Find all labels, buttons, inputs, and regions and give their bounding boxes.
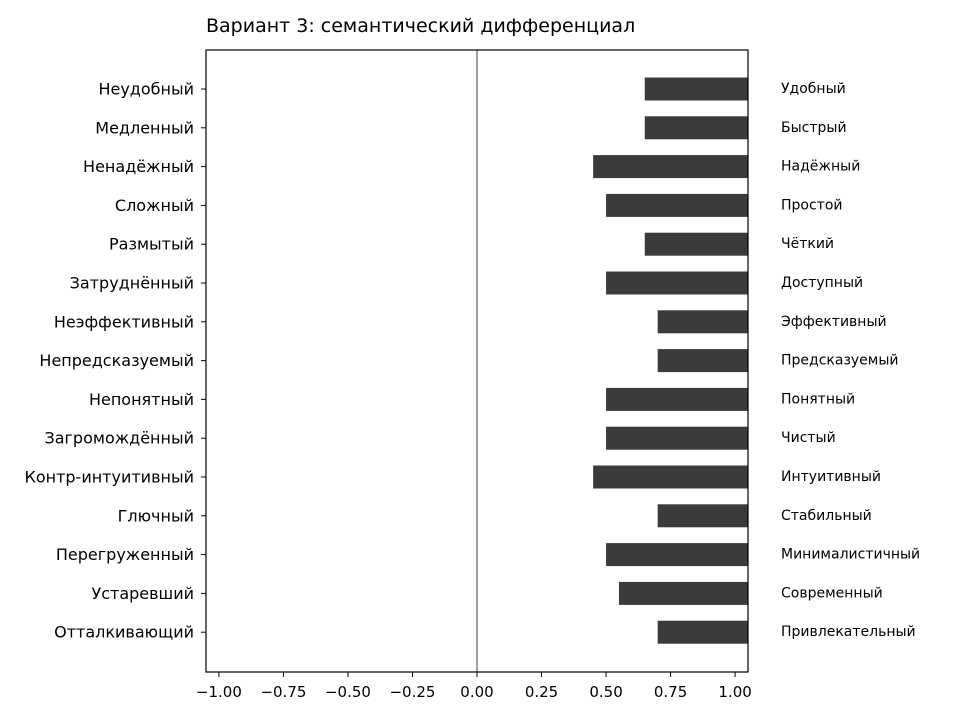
right-pole-label: Надёжный xyxy=(781,159,860,175)
right-pole-label: Понятный xyxy=(781,391,855,407)
bar xyxy=(657,349,748,373)
right-pole-label: Чистый xyxy=(781,430,836,446)
right-pole-label: Доступный xyxy=(781,275,863,291)
right-pole-label: Минималистичный xyxy=(781,547,920,563)
x-tick-label: −1.00 xyxy=(196,683,242,701)
left-pole-label: Перегруженный xyxy=(56,545,194,564)
right-pole-label: Эффективный xyxy=(781,314,887,330)
bar xyxy=(657,310,748,334)
left-pole-label: Устаревший xyxy=(91,584,194,603)
chart-title: Вариант 3: семантический дифференциал xyxy=(206,15,635,37)
x-tick-label: 0.75 xyxy=(654,683,687,701)
left-pole-label: Ненадёжный xyxy=(83,157,194,176)
bar xyxy=(606,193,748,217)
bar xyxy=(644,116,748,140)
left-pole-label: Непонятный xyxy=(89,390,194,409)
right-pole-label: Интуитивный xyxy=(781,469,881,485)
x-tick-label: −0.25 xyxy=(389,683,435,701)
right-pole-label: Удобный xyxy=(781,81,846,97)
x-tick-label: −0.75 xyxy=(260,683,306,701)
left-pole-label: Непредсказуемый xyxy=(39,351,194,370)
bar xyxy=(644,232,748,256)
left-pole-label: Сложный xyxy=(115,196,194,215)
bar xyxy=(657,620,748,644)
left-pole-label: Неудобный xyxy=(98,80,194,99)
x-tick-label: −0.50 xyxy=(325,683,371,701)
left-pole-label: Неэффективный xyxy=(54,312,194,331)
x-tick-label: 1.00 xyxy=(718,683,751,701)
x-tick-label: 0.50 xyxy=(589,683,622,701)
x-axis: −1.00 −0.75 −0.50 −0.25 0.00 0.25 0.50 0.75 1.00 xyxy=(196,49,752,701)
bar xyxy=(618,581,748,605)
bar xyxy=(644,77,748,101)
bar xyxy=(606,271,748,295)
right-pole-label: Простой xyxy=(781,197,843,213)
left-pole-label: Затруднённый xyxy=(70,274,194,293)
x-tick-label: 0.25 xyxy=(525,683,558,701)
left-pole-label: Глючный xyxy=(118,506,194,525)
right-pole-label: Чёткий xyxy=(781,236,834,252)
bar xyxy=(593,155,748,179)
left-pole-label: Отталкивающий xyxy=(54,623,194,642)
right-pole-label: Современный xyxy=(781,585,883,601)
bar xyxy=(606,426,748,450)
bar xyxy=(657,504,748,528)
left-pole-label: Медленный xyxy=(95,118,194,137)
bar xyxy=(606,543,748,567)
right-pole-label: Быстрый xyxy=(781,120,847,136)
bar xyxy=(593,465,748,489)
bar xyxy=(606,387,748,411)
right-pole-label: Стабильный xyxy=(781,508,872,524)
right-pole-label: Предсказуемый xyxy=(781,353,899,369)
left-pole-label: Контр-интуитивный xyxy=(24,468,194,487)
right-pole-label: Привлекательный xyxy=(781,624,916,640)
bars-layer xyxy=(476,50,748,672)
left-pole-label: Загромождённый xyxy=(44,429,194,448)
labels-layer: Неудобный Удобный Медленный Быстрый Ненадёжн… xyxy=(24,80,920,642)
x-tick-label: 0.00 xyxy=(460,683,493,701)
left-pole-label: Размытый xyxy=(109,235,194,254)
